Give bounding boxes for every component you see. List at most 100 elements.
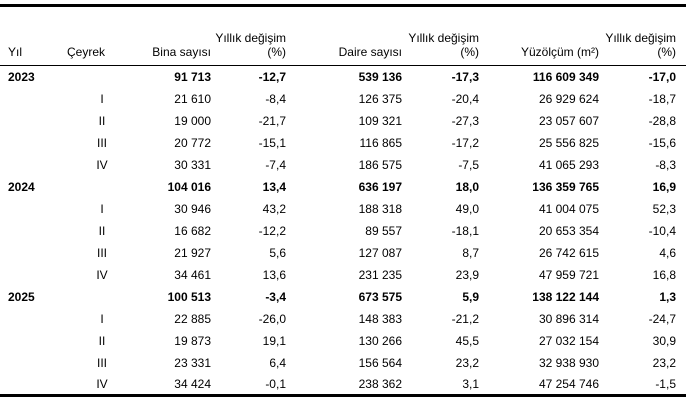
table-body: 2023 91 713 -12,7 539 136 -17,3 116 609 349 -1… xyxy=(0,66,686,396)
cell-daire: 116 865 xyxy=(359,135,403,150)
col-header-building-count: Bina sayısı xyxy=(146,5,213,66)
col-header-quarter: Çeyrek xyxy=(58,5,146,66)
cell-daire_degisim: -20,4 xyxy=(451,91,479,106)
cell-yuzolcum_degisim: 16,8 xyxy=(652,267,676,282)
cell-yuzolcum_degisim: -18,7 xyxy=(648,91,676,106)
cell-bina: 100 513 xyxy=(167,289,211,304)
cell-daire: 231 235 xyxy=(358,267,402,282)
cell-daire_degisim: -18,1 xyxy=(451,223,479,238)
cell-yil xyxy=(0,88,58,110)
cell-bina: 104 016 xyxy=(167,179,211,194)
cell-bina: 30 331 xyxy=(174,157,211,172)
cell-yuzolcum: 47 959 721 xyxy=(538,267,599,282)
cell-daire: 127 087 xyxy=(358,245,402,260)
cell-yuzolcum_degisim: -8,3 xyxy=(655,157,676,172)
cell-bina_degisim: -7,4 xyxy=(265,157,286,172)
cell-ceyrek: III xyxy=(96,355,107,370)
cell-bina_degisim: 19,1 xyxy=(262,333,286,348)
cell-ceyrek: IV xyxy=(96,376,108,391)
cell-daire: 126 375 xyxy=(358,91,402,106)
cell-yil xyxy=(0,132,58,154)
year-row: 2025 100 513 -3,4 673 575 5,9 138 122 144 1,3 xyxy=(0,286,686,308)
statistics-table-container: Yıl Çeyrek Bina sayısı Yıllık değişim (%… xyxy=(0,4,686,397)
cell-daire: 186 575 xyxy=(358,157,402,172)
cell-bina: 19 000 xyxy=(174,113,211,128)
cell-daire_degisim: -17,2 xyxy=(451,135,479,150)
cell-yuzolcum: 116 609 349 xyxy=(532,69,599,84)
cell-bina: 20 772 xyxy=(174,135,211,150)
cell-yuzolcum: 23 057 607 xyxy=(538,113,599,128)
quarter-row: II 16 682 -12,2 89 557 -18,1 20 653 354 -10,4 xyxy=(0,220,686,242)
cell-yuzolcum: 41 004 075 xyxy=(538,201,599,216)
cell-bina_degisim: -12,7 xyxy=(258,69,286,84)
year-row: 2023 91 713 -12,7 539 136 -17,3 116 609 349 -1… xyxy=(0,66,686,88)
cell-yuzolcum_degisim: 1,3 xyxy=(659,289,676,304)
cell-yuzolcum_degisim: 4,6 xyxy=(659,245,676,260)
cell-yil: 2023 xyxy=(8,69,35,84)
cell-daire: 673 575 xyxy=(358,289,402,304)
cell-daire: 636 197 xyxy=(358,179,402,194)
cell-daire_degisim: 23,2 xyxy=(455,355,479,370)
cell-bina_degisim: 13,6 xyxy=(262,267,286,282)
cell-daire_degisim: -21,2 xyxy=(451,311,479,326)
cell-yuzolcum_degisim: 16,9 xyxy=(652,179,676,194)
cell-yil xyxy=(0,308,58,330)
cell-daire_degisim: 8,7 xyxy=(462,245,479,260)
cell-daire: 148 383 xyxy=(358,311,402,326)
cell-yuzolcum_degisim: -28,8 xyxy=(648,113,676,128)
cell-bina: 21 927 xyxy=(174,245,211,260)
quarter-row: II 19 000 -21,7 109 321 -27,3 23 057 607 -28,8 xyxy=(0,110,686,132)
quarter-row: IV 34 424 -0,1 238 362 3,1 47 254 746 -1,5 xyxy=(0,374,686,396)
cell-ceyrek: I xyxy=(100,91,104,106)
cell-yuzolcum_degisim: -10,4 xyxy=(648,223,676,238)
cell-bina: 21 610 xyxy=(174,91,211,106)
cell-yil xyxy=(0,374,58,396)
cell-yuzolcum: 47 254 746 xyxy=(538,376,599,391)
cell-yuzolcum: 136 359 765 xyxy=(532,179,599,194)
cell-bina: 34 461 xyxy=(174,267,211,282)
cell-yuzolcum: 26 929 624 xyxy=(538,91,599,106)
col-header-annual-change-3: Yıllık değişim (%) xyxy=(601,5,686,66)
cell-ceyrek: IV xyxy=(96,267,108,282)
cell-daire: 539 136 xyxy=(358,69,402,84)
cell-yil xyxy=(0,198,58,220)
cell-bina_degisim: -21,7 xyxy=(258,113,286,128)
quarter-row: III 21 927 5,6 127 087 8,7 26 742 615 4,6 xyxy=(0,242,686,264)
cell-bina: 34 424 xyxy=(174,376,211,391)
cell-yuzolcum_degisim: -17,0 xyxy=(648,69,676,84)
cell-yil xyxy=(0,330,58,352)
cell-bina_degisim: 6,4 xyxy=(269,355,286,370)
cell-yil xyxy=(0,154,58,176)
cell-yuzolcum: 32 938 930 xyxy=(538,355,599,370)
cell-bina: 19 873 xyxy=(174,333,211,348)
cell-bina_degisim: -15,1 xyxy=(258,135,286,150)
cell-yil: 2025 xyxy=(8,289,35,304)
cell-bina_degisim: 5,6 xyxy=(269,245,286,260)
cell-daire_degisim: 49,0 xyxy=(455,201,479,216)
cell-yuzolcum: 27 032 154 xyxy=(538,333,599,348)
cell-bina_degisim: 13,4 xyxy=(262,179,286,194)
cell-bina_degisim: -3,4 xyxy=(265,289,286,304)
col-header-annual-change-2: Yıllık değişim (%) xyxy=(404,5,481,66)
cell-bina_degisim: -26,0 xyxy=(258,311,286,326)
cell-yuzolcum: 26 742 615 xyxy=(538,245,599,260)
quarter-row: III 20 772 -15,1 116 865 -17,2 25 556 825 -15,… xyxy=(0,132,686,154)
cell-ceyrek xyxy=(58,286,146,308)
cell-bina: 91 713 xyxy=(174,69,211,84)
cell-daire: 188 318 xyxy=(358,201,402,216)
cell-daire_degisim: -7,5 xyxy=(458,157,479,172)
cell-bina: 22 885 xyxy=(174,311,211,326)
cell-ceyrek: I xyxy=(100,311,104,326)
quarter-row: I 21 610 -8,4 126 375 -20,4 26 929 624 -18,7 xyxy=(0,88,686,110)
cell-daire_degisim: 5,9 xyxy=(462,289,479,304)
quarter-row: IV 30 331 -7,4 186 575 -7,5 41 065 293 -8,3 xyxy=(0,154,686,176)
cell-yuzolcum: 41 065 293 xyxy=(538,157,599,172)
cell-yil xyxy=(0,352,58,374)
cell-yil xyxy=(0,110,58,132)
cell-ceyrek xyxy=(58,66,146,88)
cell-yuzolcum: 25 556 825 xyxy=(538,135,599,150)
cell-bina: 16 682 xyxy=(174,223,211,238)
cell-daire_degisim: -27,3 xyxy=(451,113,479,128)
col-header-annual-change-1: Yıllık değişim (%) xyxy=(213,5,288,66)
cell-daire_degisim: 45,5 xyxy=(455,333,479,348)
